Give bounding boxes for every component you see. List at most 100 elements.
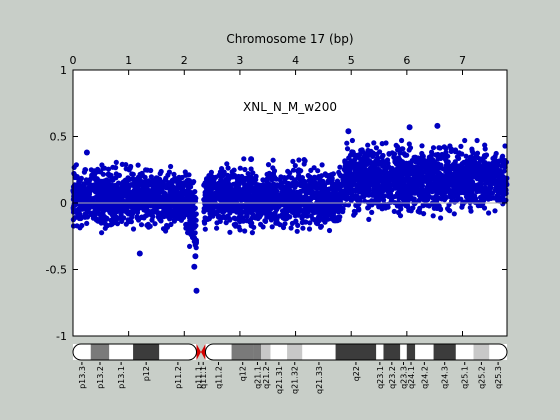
data-point [379, 206, 385, 212]
centromere-band [196, 344, 201, 360]
data-point [165, 207, 171, 213]
data-point [78, 203, 84, 209]
data-point [126, 209, 133, 215]
data-point [105, 166, 112, 172]
data-point [78, 215, 84, 222]
data-point [309, 192, 315, 198]
data-point [360, 171, 366, 177]
data-point [490, 177, 496, 183]
data-point [441, 144, 447, 150]
data-point [495, 198, 501, 204]
data-point [105, 171, 111, 177]
data-point [235, 184, 241, 190]
data-point [385, 160, 391, 166]
data-point [354, 193, 360, 199]
data-point [495, 173, 501, 179]
data-point [296, 203, 302, 209]
data-point [138, 222, 145, 228]
data-point [452, 149, 458, 155]
data-point [494, 193, 500, 199]
data-point [348, 171, 354, 177]
data-point [292, 163, 298, 169]
data-point [237, 165, 243, 171]
data-point [487, 186, 493, 192]
band-label: q23.2 [388, 366, 397, 389]
data-point [202, 226, 208, 232]
band-label: q24.2 [420, 366, 429, 389]
data-point [334, 215, 340, 221]
data-point [265, 162, 272, 168]
data-point [360, 190, 366, 196]
data-point [290, 158, 296, 164]
data-point [256, 192, 262, 198]
data-point [101, 165, 108, 171]
data-point [76, 209, 82, 215]
data-point [218, 184, 224, 190]
data-point [500, 157, 506, 163]
data-point [329, 196, 335, 202]
x-tick-label: 7 [459, 54, 466, 67]
data-point [217, 215, 223, 221]
data-point [268, 185, 274, 192]
data-point [229, 195, 235, 201]
axis-ticks: 0 1 2 3 4 5 6 710.50-0.5-1 [46, 54, 507, 343]
data-point [362, 159, 368, 165]
data-point [380, 152, 386, 159]
data-point [463, 194, 470, 200]
data-point [358, 148, 365, 154]
data-point [87, 203, 93, 209]
chromosome-band [261, 344, 271, 360]
data-point [184, 193, 190, 199]
data-point [491, 166, 497, 172]
band-label: q25.1 [461, 366, 470, 389]
data-point [240, 209, 246, 215]
data-point [134, 176, 140, 182]
data-point [430, 213, 436, 219]
chromosome-band [376, 344, 384, 360]
data-point [314, 221, 321, 227]
band-label: q24.1 [407, 366, 416, 389]
data-point [232, 205, 238, 212]
data-point [474, 137, 480, 144]
data-point [349, 152, 355, 158]
data-point [429, 149, 435, 155]
data-point [208, 169, 214, 175]
data-point [474, 199, 480, 205]
data-point [434, 122, 441, 129]
data-point [186, 172, 192, 178]
data-point [81, 181, 87, 187]
data-point [170, 202, 176, 208]
data-point [193, 211, 199, 217]
band-label: p12 [142, 366, 151, 381]
data-point [232, 199, 238, 205]
data-point [183, 221, 189, 227]
data-point [448, 146, 454, 152]
data-point [491, 160, 498, 166]
data-point [126, 167, 132, 173]
data-point [109, 176, 116, 182]
data-point [172, 175, 178, 181]
data-point [334, 178, 341, 184]
data-point [129, 214, 135, 220]
data-point [314, 192, 320, 198]
data-point [208, 194, 214, 200]
data-point [447, 170, 453, 176]
data-point [140, 173, 146, 179]
data-point [242, 228, 248, 234]
x-tick-label: 6 [403, 54, 410, 67]
data-point [371, 175, 377, 181]
data-point [115, 186, 121, 192]
data-point [114, 208, 120, 214]
data-point [406, 124, 413, 131]
data-point [317, 195, 323, 201]
data-point [490, 155, 496, 162]
data-point [453, 198, 459, 204]
data-point [301, 161, 307, 167]
data-point [365, 142, 371, 148]
band-label: q25.3 [494, 366, 503, 389]
x-tick-label: 2 [181, 54, 188, 67]
data-point [315, 168, 321, 174]
data-point [296, 167, 302, 173]
data-point [245, 171, 251, 177]
data-point [241, 156, 247, 162]
